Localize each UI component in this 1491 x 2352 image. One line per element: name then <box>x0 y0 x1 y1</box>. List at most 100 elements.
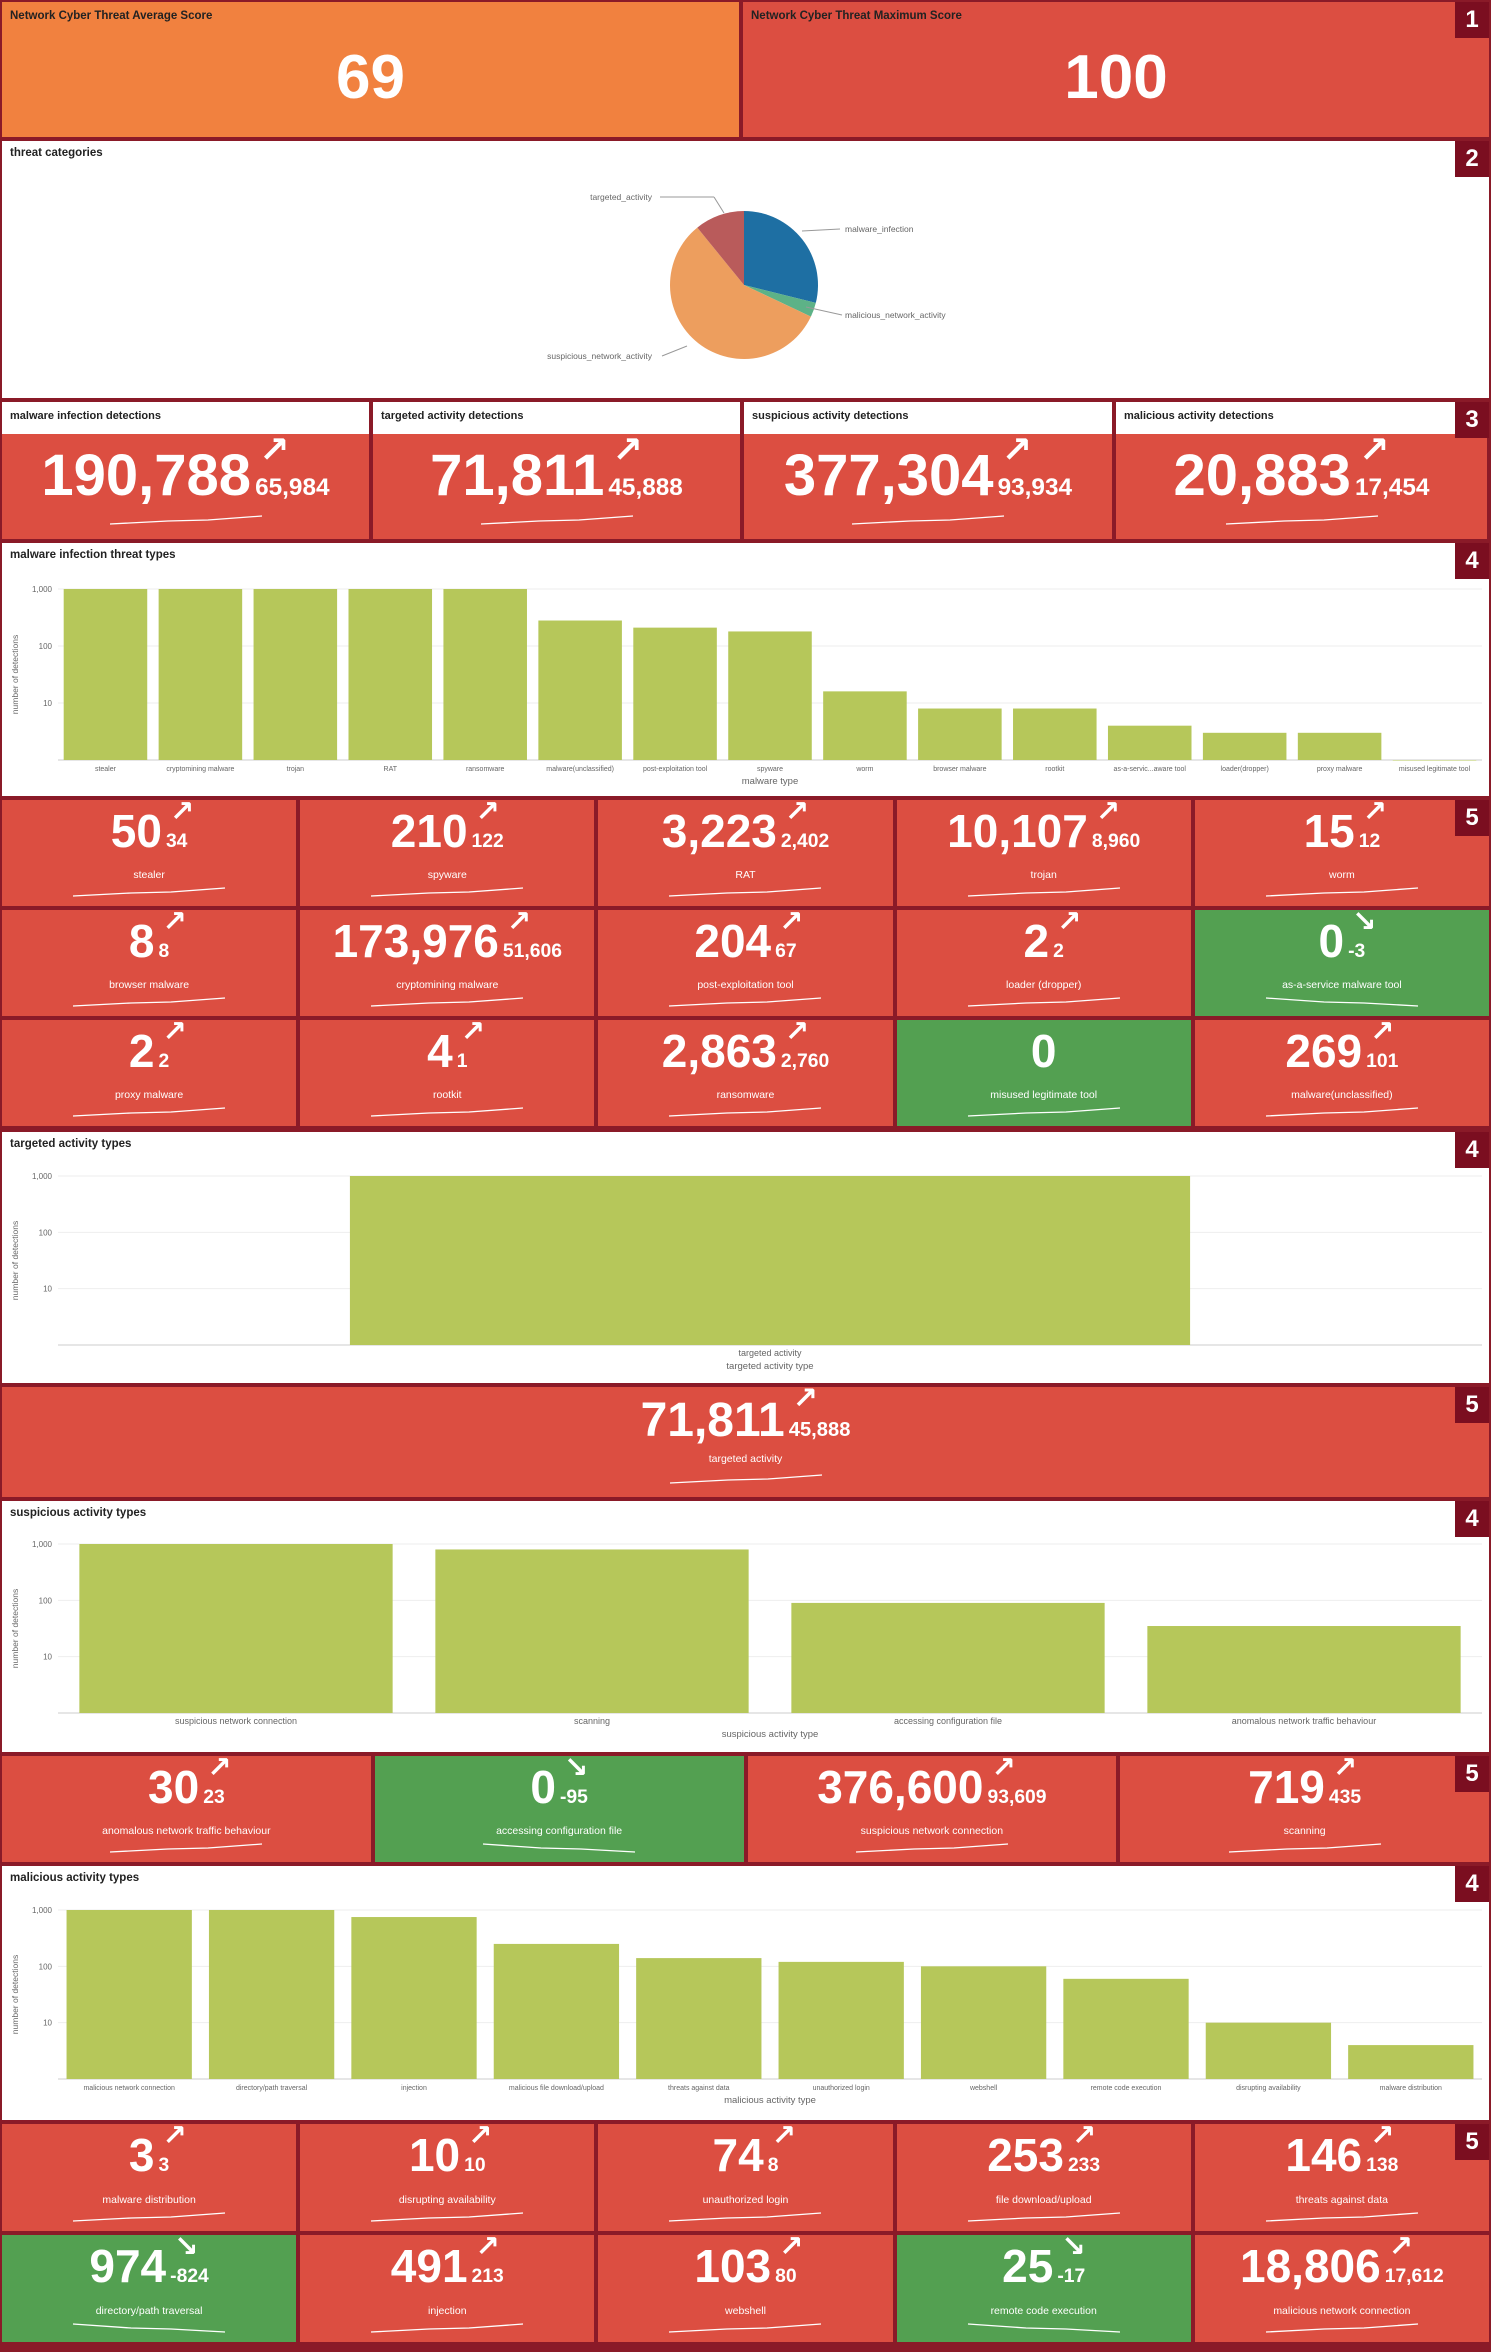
bar-as-a-servic-aware-tool[interactable] <box>1107 725 1192 760</box>
kpi-tile-directory-path-traversal[interactable]: 974 ↘ -824 directory/path traversal <box>2 2235 297 2342</box>
threat-categories-pie-chart[interactable]: targeted_activity malware_infection mali… <box>2 141 1489 398</box>
pie-slice-suspicious-network-activity[interactable] <box>669 227 811 359</box>
bar-unauthorized-login[interactable] <box>778 1961 904 2079</box>
kpi-value-row: 103 ↗ 80 <box>598 2235 892 2293</box>
bar-directory-path-traversal[interactable] <box>208 1910 335 2079</box>
bar-scanning[interactable] <box>435 1549 749 1713</box>
bar-rootkit[interactable] <box>1013 708 1097 760</box>
kpi-tile-ransomware[interactable]: 2,863 ↗ 2,760 ransomware <box>598 1020 893 1126</box>
kpi-tile-spyware[interactable]: 210 ↗ 122 spyware <box>300 800 595 906</box>
kpi-tile-malware-unclassified[interactable]: 269 ↗ 101 malware(unclassified) <box>1194 1020 1489 1126</box>
bar-suspicious-network-connection[interactable] <box>79 1544 393 1713</box>
kpi-tile-file-download-upload[interactable]: 253 ↗ 233 file download/upload <box>896 2124 1191 2231</box>
bar-anomalous-network-traffic-behaviour[interactable] <box>1147 1626 1461 1713</box>
x-tick-label: accessing configuration file <box>894 1716 1002 1726</box>
sparkline-line <box>967 2323 1120 2333</box>
bar-injection[interactable] <box>351 1917 477 2079</box>
bar-browser-malware[interactable] <box>918 708 1002 760</box>
bar-accessing-configuration-file[interactable] <box>791 1602 1105 1713</box>
bar-remote-code-execution[interactable] <box>1063 1978 1189 2079</box>
malware-chart-title: malware infection threat types <box>10 549 176 561</box>
kpi-tile-webshell[interactable]: 103 ↗ 80 webshell <box>598 2235 893 2342</box>
kpi-tile-loader-dropper[interactable]: 2 ↗ 2 loader (dropper) <box>896 910 1191 1016</box>
pie-slice-malicious-network-activity[interactable] <box>744 285 816 317</box>
kpi-tile-malicious-network-connection[interactable]: 18,806 ↗ 17,612 malicious network connectio… <box>1194 2235 1489 2342</box>
bar-rat[interactable] <box>348 589 433 760</box>
kpi-value-row: 30 ↗ 23 <box>2 1756 371 1814</box>
maximum-score-value: 100 <box>1064 43 1168 112</box>
kpi-tile-anomalous-network-traffic-behaviour[interactable]: 30 ↗ 23 anomalous network traffic behaviour <box>2 1756 371 1862</box>
detection-tile-suspicious-activity-detections[interactable]: 377,304 ↗ 93,934 <box>744 434 1112 539</box>
kpi-tile-injection[interactable]: 491 ↗ 213 injection <box>300 2235 595 2342</box>
kpi-tile-scanning[interactable]: 719 ↗ 435 scanning <box>1120 1756 1489 1862</box>
trend-up-arrow-icon: ↗ <box>1001 434 1033 470</box>
bar-malware-distribution[interactable] <box>1348 2045 1474 2079</box>
y-tick-label: 1,000 <box>32 585 53 594</box>
bar-misused-legitimate-tool[interactable] <box>1392 760 1477 761</box>
bar-trojan[interactable] <box>253 589 338 760</box>
kpi-tile-misused-legitimate-tool[interactable]: 0 misused legitimate tool <box>896 1020 1191 1126</box>
bar-cryptomining-malware[interactable] <box>158 589 243 760</box>
malware-threat-types-bar-chart[interactable]: 1,000 100 10 number of detections stealer cry… <box>2 543 1489 796</box>
kpi-tile-cryptomining-malware[interactable]: 173,976 ↗ 51,606 cryptomining malware <box>300 910 595 1016</box>
detection-tile-malicious-activity-detections[interactable]: 20,883 ↗ 17,454 <box>1116 434 1487 539</box>
threat-categories-title: threat categories <box>10 147 103 159</box>
bar-stealer[interactable] <box>63 589 148 760</box>
kpi-label: suspicious network connection <box>860 1825 1004 1837</box>
x-tick-label: trojan <box>287 766 305 773</box>
detection-tile-targeted-activity-detections[interactable]: 71,811 ↗ 45,888 <box>373 434 740 539</box>
kpi-tile-as-a-service-malware-tool[interactable]: 0 ↘ -3 as-a-service malware tool <box>1194 910 1489 1016</box>
bar-disrupting-availability[interactable] <box>1205 2022 1332 2079</box>
kpi-delta-value: 101 <box>1366 1051 1399 1072</box>
pie-slice-malware-infection[interactable] <box>744 211 818 303</box>
bar-malware-unclassified[interactable] <box>538 620 622 760</box>
average-score-tile[interactable]: Network Cyber Threat Average Score 69 <box>2 2 739 137</box>
bar-targeted-activity[interactable] <box>349 1176 1191 1345</box>
bar-malicious-file-download-upload[interactable] <box>493 1943 620 2079</box>
kpi-delta: ↗ 2 <box>1053 910 1081 963</box>
bar-threats-against-data[interactable] <box>636 1958 762 2079</box>
kpi-delta: ↗ 34 <box>166 800 194 853</box>
bar-webshell[interactable] <box>920 1966 1047 2079</box>
kpi-delta-value: 2 <box>1053 941 1064 962</box>
bar-post-exploitation-tool[interactable] <box>633 627 717 760</box>
sparkline <box>1265 997 1418 1007</box>
x-tick-label: as-a-servic...aware tool <box>1114 766 1187 773</box>
kpi-tile-malware-distribution[interactable]: 3 ↗ 3 malware distribution <box>2 2124 297 2231</box>
malicious-activity-types-bar-chart[interactable]: 1,000 100 10 number of detections malicious … <box>2 1866 1489 2120</box>
bar-spyware[interactable] <box>728 631 812 760</box>
kpi-tile-remote-code-execution[interactable]: 25 ↘ -17 remote code execution <box>896 2235 1191 2342</box>
maximum-score-tile[interactable]: Network Cyber Threat Maximum Score 100 <box>743 2 1489 137</box>
bar-ransomware[interactable] <box>443 589 527 760</box>
kpi-delta: ↗ 101 <box>1366 1020 1399 1073</box>
kpi-tile-targeted-activity[interactable]: 71,811 ↗ 45,888 targeted activity <box>2 1387 1489 1497</box>
kpi-tile-rootkit[interactable]: 4 ↗ 1 rootkit <box>300 1020 595 1126</box>
kpi-tile-threats-against-data[interactable]: 146 ↗ 138 threats against data <box>1194 2124 1489 2231</box>
kpi-label: file download/upload <box>995 2194 1092 2206</box>
targeted-activity-types-bar-chart[interactable]: 1,000 100 10 number of detections targeted a… <box>2 1132 1489 1383</box>
kpi-tile-stealer[interactable]: 50 ↗ 34 stealer <box>2 800 297 906</box>
kpi-value-row: 253 ↗ 233 <box>897 2124 1191 2182</box>
kpi-tile-unauthorized-login[interactable]: 74 ↗ 8 unauthorized login <box>598 2124 893 2231</box>
kpi-value: 190,788 <box>41 443 252 508</box>
kpi-tile-trojan[interactable]: 10,107 ↗ 8,960 trojan <box>896 800 1191 906</box>
kpi-tile-accessing-configuration-file[interactable]: 0 ↘ -95 accessing configuration file <box>374 1756 744 1862</box>
x-tick-label: directory/path traversal <box>236 2085 308 2092</box>
bar-loader-dropper[interactable] <box>1202 732 1287 760</box>
kpi-tile-suspicious-network-connection[interactable]: 376,600 ↗ 93,609 suspicious network connect… <box>747 1756 1117 1862</box>
detection-tile-malware-infection-detections[interactable]: 190,788 ↗ 65,984 <box>2 434 369 539</box>
kpi-tile-post-exploitation-tool[interactable]: 204 ↗ 67 post-exploitation tool <box>598 910 893 1016</box>
bar-malicious-network-connection[interactable] <box>66 1910 192 2079</box>
kpi-tile-disrupting-availability[interactable]: 10 ↗ 10 disrupting availability <box>300 2124 595 2231</box>
kpi-tile-worm[interactable]: 15 ↗ 12 worm <box>1194 800 1489 906</box>
kpi-tile-proxy-malware[interactable]: 2 ↗ 2 proxy malware <box>2 1020 297 1126</box>
kpi-value-row: 204 ↗ 67 <box>598 910 892 968</box>
x-tick-label: RAT <box>384 766 398 773</box>
pie-slice-targeted-activity[interactable] <box>697 211 744 285</box>
kpi-label: post-exploitation tool <box>697 979 794 991</box>
kpi-tile-browser-malware[interactable]: 8 ↗ 8 browser malware <box>2 910 297 1016</box>
bar-worm[interactable] <box>823 691 907 760</box>
kpi-tile-rat[interactable]: 3,223 ↗ 2,402 RAT <box>598 800 893 906</box>
bar-proxy-malware[interactable] <box>1297 732 1382 760</box>
